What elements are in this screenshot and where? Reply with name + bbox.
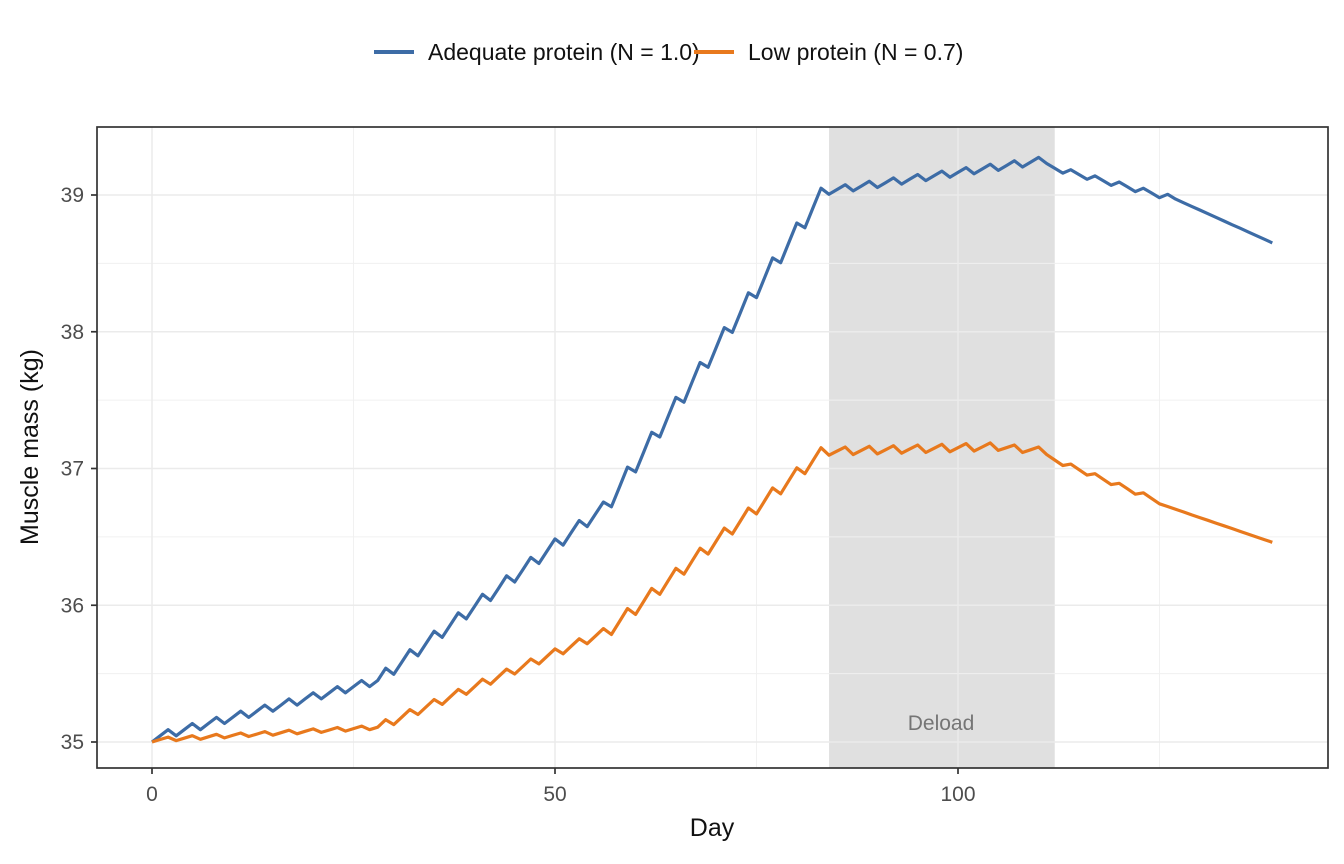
x-axis-title: Day — [690, 814, 735, 842]
series-line-low-protein — [151, 441, 1273, 744]
deload-band-label: Deload — [908, 712, 975, 735]
x-tick-label: 0 — [146, 783, 158, 806]
legend-label-low-protein: Low protein (N = 0.7) — [748, 39, 963, 65]
y-tick-label: 37 — [61, 458, 84, 481]
y-tick-label: 36 — [61, 594, 84, 617]
x-tick-label: 100 — [940, 783, 975, 806]
chart-legend: Adequate protein (N = 1.0) Low protein (… — [374, 39, 963, 65]
deload-band — [829, 127, 1055, 768]
panel-border — [96, 126, 1329, 769]
y-tick-label: 39 — [61, 184, 84, 207]
legend-label-adequate-protein: Adequate protein (N = 1.0) — [428, 39, 700, 65]
series-line-adequate-protein — [151, 155, 1273, 744]
y-axis-title: Muscle mass (kg) — [16, 349, 44, 545]
y-tick-label: 38 — [61, 321, 84, 344]
plot-panel: 0 50 100 35 36 37 38 39 — [61, 126, 1329, 806]
x-tick-label: 50 — [543, 783, 566, 806]
y-tick-label: 35 — [61, 731, 84, 754]
